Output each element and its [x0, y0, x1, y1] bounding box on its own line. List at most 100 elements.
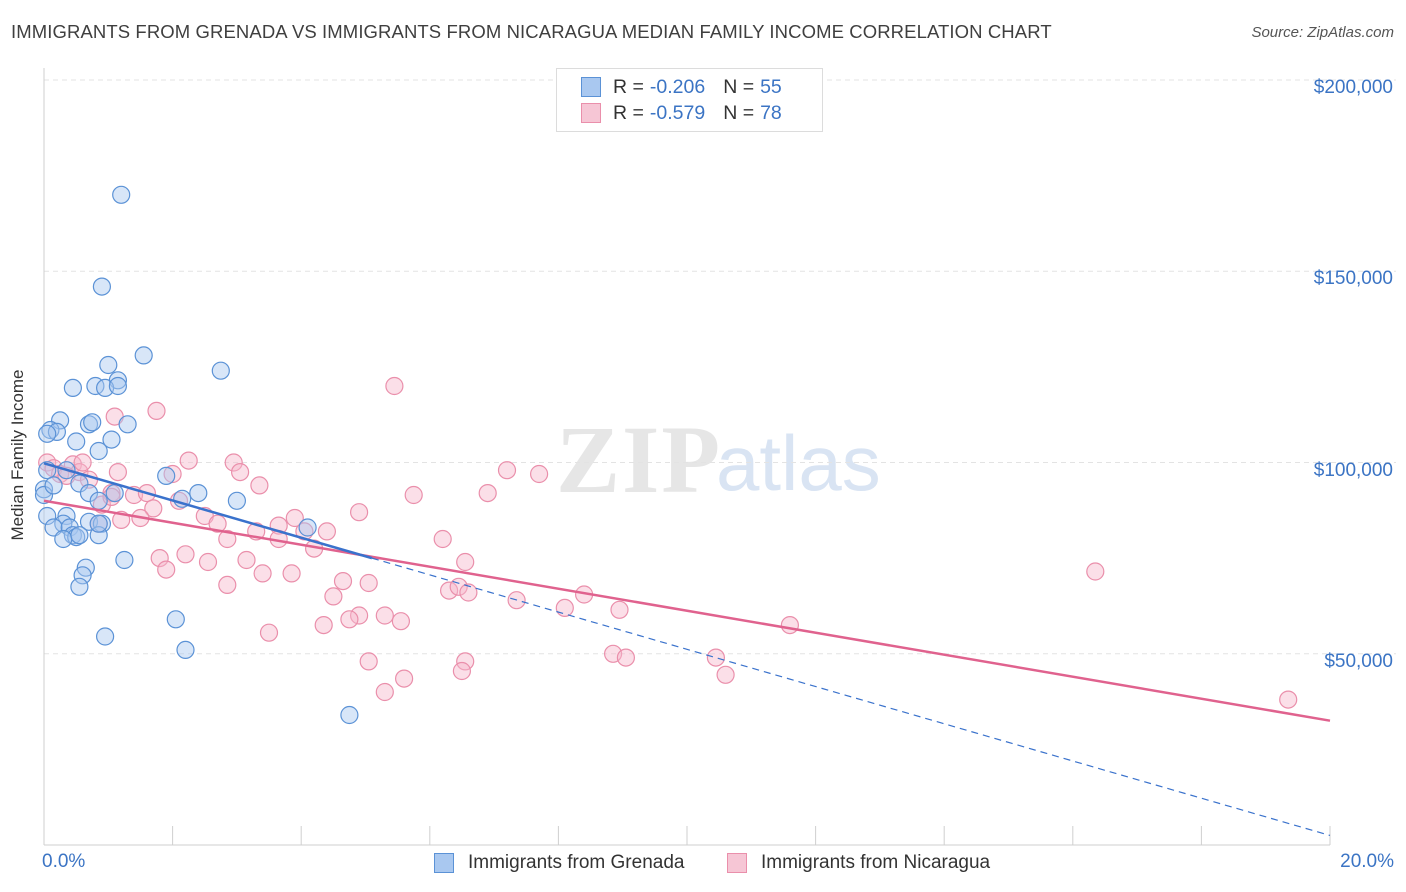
point-nicaragua-28 — [218, 529, 237, 549]
trend-line-grenada-extension — [371, 557, 1331, 837]
point-nicaragua-31 — [285, 508, 304, 528]
legend-n-value: 55 — [760, 75, 782, 98]
bottom-legend-label-grenada: Immigrants from Grenada — [468, 852, 685, 873]
point-grenada-13 — [118, 415, 137, 434]
point-grenada-24 — [79, 484, 99, 503]
point-grenada-49 — [166, 610, 185, 629]
point-nicaragua-59 — [497, 461, 517, 480]
point-nicaragua-32 — [317, 522, 336, 541]
point-nicaragua-53 — [385, 376, 404, 396]
bottom-legend-swatch-grenada — [434, 853, 454, 873]
point-grenada-39 — [63, 526, 83, 545]
point-nicaragua-45 — [333, 571, 353, 591]
point-grenada-51 — [176, 640, 195, 660]
point-grenada-54 — [89, 514, 108, 533]
point-nicaragua-72 — [375, 682, 394, 702]
point-nicaragua-40 — [157, 560, 176, 579]
y-tick-label-0: $50,000 — [1324, 650, 1393, 672]
point-nicaragua-5 — [73, 453, 92, 472]
point-nicaragua-22 — [224, 453, 243, 472]
point-grenada-31 — [89, 491, 108, 510]
legend-row-nicaragua: R = -0.579 N = 78 — [581, 102, 782, 124]
point-nicaragua-41 — [253, 564, 272, 583]
point-grenada-22 — [34, 480, 54, 499]
correlation-legend: R = -0.206 N = 55 R = -0.579 N = 78 — [556, 68, 823, 132]
point-nicaragua-60 — [529, 464, 549, 484]
point-nicaragua-52 — [259, 623, 279, 642]
point-nicaragua-57 — [456, 552, 475, 572]
point-nicaragua-21 — [179, 451, 198, 470]
point-nicaragua-18 — [147, 401, 166, 420]
point-nicaragua-69 — [616, 648, 636, 667]
point-nicaragua-49 — [314, 615, 333, 635]
point-nicaragua-47 — [350, 606, 369, 625]
point-nicaragua-9 — [108, 463, 128, 482]
legend-r-label: R = — [613, 101, 644, 124]
point-nicaragua-79 — [1279, 690, 1298, 709]
legend-n-value: 78 — [760, 101, 782, 124]
point-grenada-52 — [340, 705, 359, 725]
point-nicaragua-24 — [250, 476, 269, 495]
legend-r-label: R = — [613, 75, 644, 98]
point-nicaragua-71 — [395, 669, 414, 688]
point-nicaragua-36 — [176, 545, 195, 564]
bottom-legend-nicaragua: Immigrants from Nicaragua — [727, 852, 990, 874]
zipatlas-watermark: ZIP atlas — [556, 406, 881, 513]
bottom-legend-grenada: Immigrants from Grenada — [434, 852, 684, 874]
point-nicaragua-44 — [324, 587, 343, 606]
point-grenada-30 — [157, 466, 176, 485]
y-tick-label-3: $200,000 — [1313, 77, 1393, 98]
legend-n-label: N = — [723, 101, 755, 124]
point-nicaragua-27 — [208, 514, 227, 533]
point-nicaragua-38 — [237, 550, 256, 570]
point-nicaragua-23 — [231, 463, 250, 482]
point-grenada-32 — [38, 506, 57, 526]
point-grenada-38 — [298, 518, 317, 537]
point-grenada-12 — [83, 413, 102, 432]
point-grenada-50 — [95, 627, 115, 646]
point-grenada-19 — [89, 441, 108, 461]
point-grenada-41 — [54, 529, 73, 549]
point-grenada-2 — [134, 346, 153, 365]
point-grenada-9 — [108, 376, 128, 396]
point-nicaragua-75 — [706, 648, 726, 667]
point-nicaragua-20 — [163, 464, 182, 484]
legend-r-value: -0.579 — [649, 101, 706, 124]
point-nicaragua-78 — [1086, 562, 1105, 581]
point-grenada-25 — [105, 484, 124, 503]
point-grenada-42 — [70, 526, 89, 545]
legend-row-grenada: R = -0.206 N = 55 — [581, 76, 782, 98]
watermark-zip: ZIP — [556, 406, 722, 513]
point-nicaragua-61 — [440, 581, 459, 600]
point-grenada-23 — [70, 474, 89, 493]
point-nicaragua-77 — [780, 615, 800, 635]
legend-n-label: N = — [723, 75, 755, 98]
bottom-legend-label-nicaragua: Immigrants from Nicaragua — [761, 852, 991, 873]
x-tick-label-min: 0.0% — [42, 851, 86, 872]
point-grenada-6 — [63, 378, 83, 397]
point-grenada-26 — [189, 484, 208, 503]
point-nicaragua-50 — [375, 606, 394, 625]
legend-swatch-nicaragua — [581, 103, 601, 123]
point-grenada-16 — [38, 424, 57, 443]
point-grenada-0 — [112, 185, 131, 204]
source-label: Source: ZipAtlas.com — [1251, 24, 1394, 41]
chart-title: IMMIGRANTS FROM GRENADA VS IMMIGRANTS FR… — [11, 21, 1052, 42]
point-grenada-45 — [115, 550, 134, 570]
point-grenada-27 — [34, 485, 54, 505]
point-grenada-11 — [79, 415, 99, 434]
point-grenada-29 — [227, 491, 246, 510]
point-nicaragua-46 — [359, 573, 378, 593]
trend-line-grenada — [43, 462, 373, 560]
point-nicaragua-58 — [478, 484, 497, 503]
trend-lines — [43, 462, 1331, 837]
point-grenada-48 — [70, 577, 89, 596]
trend-line-nicaragua — [43, 499, 1331, 722]
point-nicaragua-51 — [391, 612, 410, 631]
point-grenada-53 — [44, 476, 63, 495]
point-nicaragua-74 — [452, 661, 471, 681]
point-nicaragua-56 — [433, 529, 452, 549]
point-nicaragua-55 — [404, 485, 423, 505]
point-nicaragua-54 — [350, 503, 369, 522]
